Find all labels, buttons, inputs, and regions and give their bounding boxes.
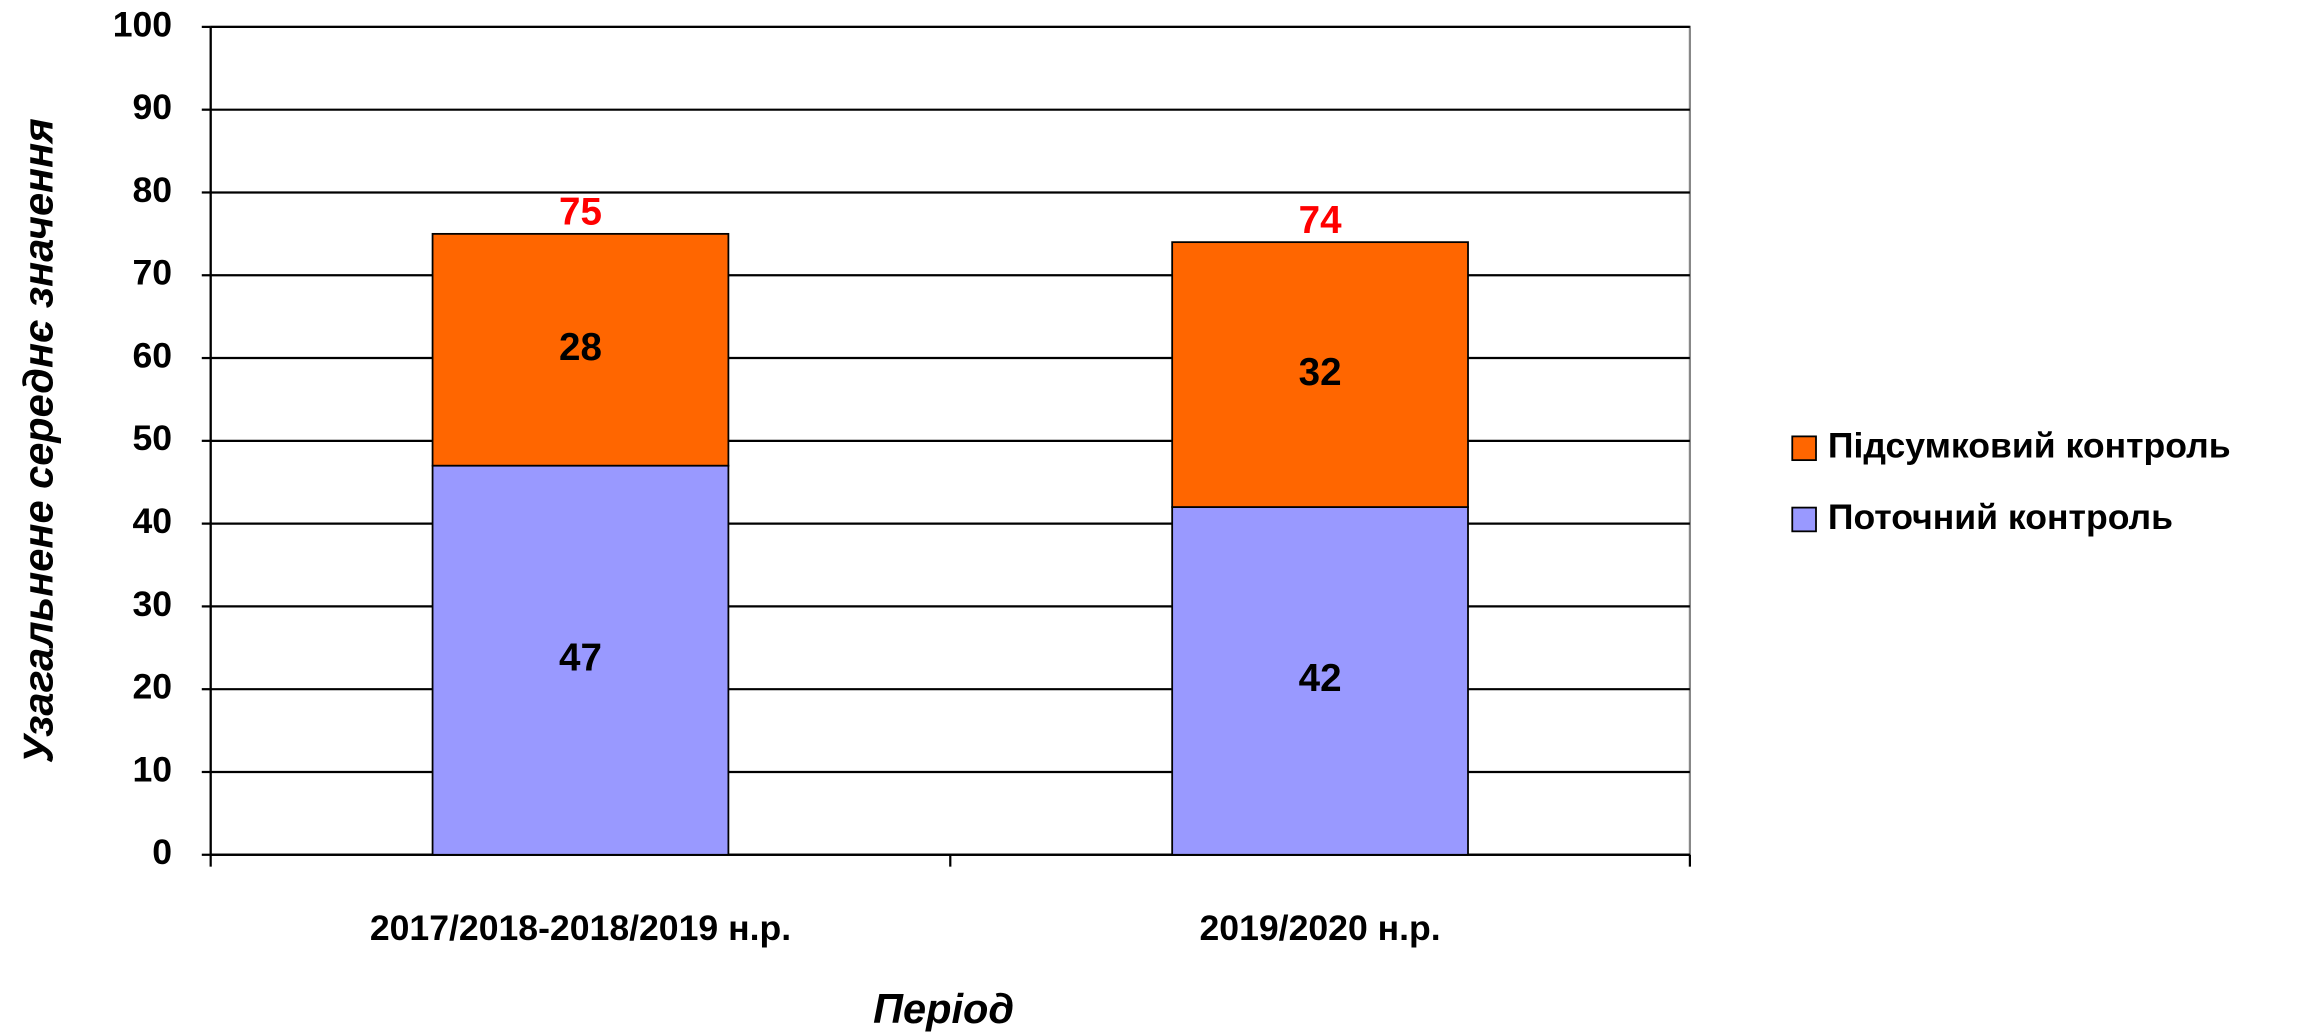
value-label: 42 — [1299, 657, 1342, 700]
y-tick-label: 60 — [133, 335, 173, 375]
legend-label: Підсумковий контроль — [1828, 426, 2231, 466]
bar-segment — [1171, 506, 1469, 856]
total-label: 74 — [1299, 199, 1342, 242]
x-axis-label: Період — [873, 985, 1014, 1032]
y-tick-label: 50 — [133, 418, 173, 458]
x-tick-label: 2017/2018-2018/2019 н.р. — [370, 908, 791, 948]
legend-swatch — [1791, 435, 1817, 462]
y-tick-label: 90 — [133, 87, 173, 127]
y-tick-label: 100 — [113, 4, 172, 44]
y-tick-label: 40 — [133, 501, 173, 541]
bar-segment — [431, 232, 730, 467]
legend-swatch — [1791, 506, 1817, 533]
legend-label: Поточний контроль — [1828, 497, 2173, 537]
value-label: 47 — [559, 636, 602, 679]
value-label: 28 — [559, 326, 602, 369]
y-tick-label: 70 — [133, 253, 173, 293]
x-tick-label: 2019/2020 н.р. — [1200, 908, 1441, 948]
bar-segment — [1171, 241, 1469, 508]
y-tick-label: 80 — [133, 170, 173, 210]
y-tick-label: 0 — [152, 832, 172, 872]
bar-segment — [431, 464, 730, 856]
y-axis-label: Узагальнене середнє значення — [15, 118, 62, 763]
y-tick-label: 10 — [133, 749, 173, 789]
value-label: 32 — [1299, 351, 1342, 394]
y-tick-label: 30 — [133, 584, 173, 624]
y-tick-label: 20 — [133, 667, 173, 707]
total-label: 75 — [559, 191, 602, 234]
